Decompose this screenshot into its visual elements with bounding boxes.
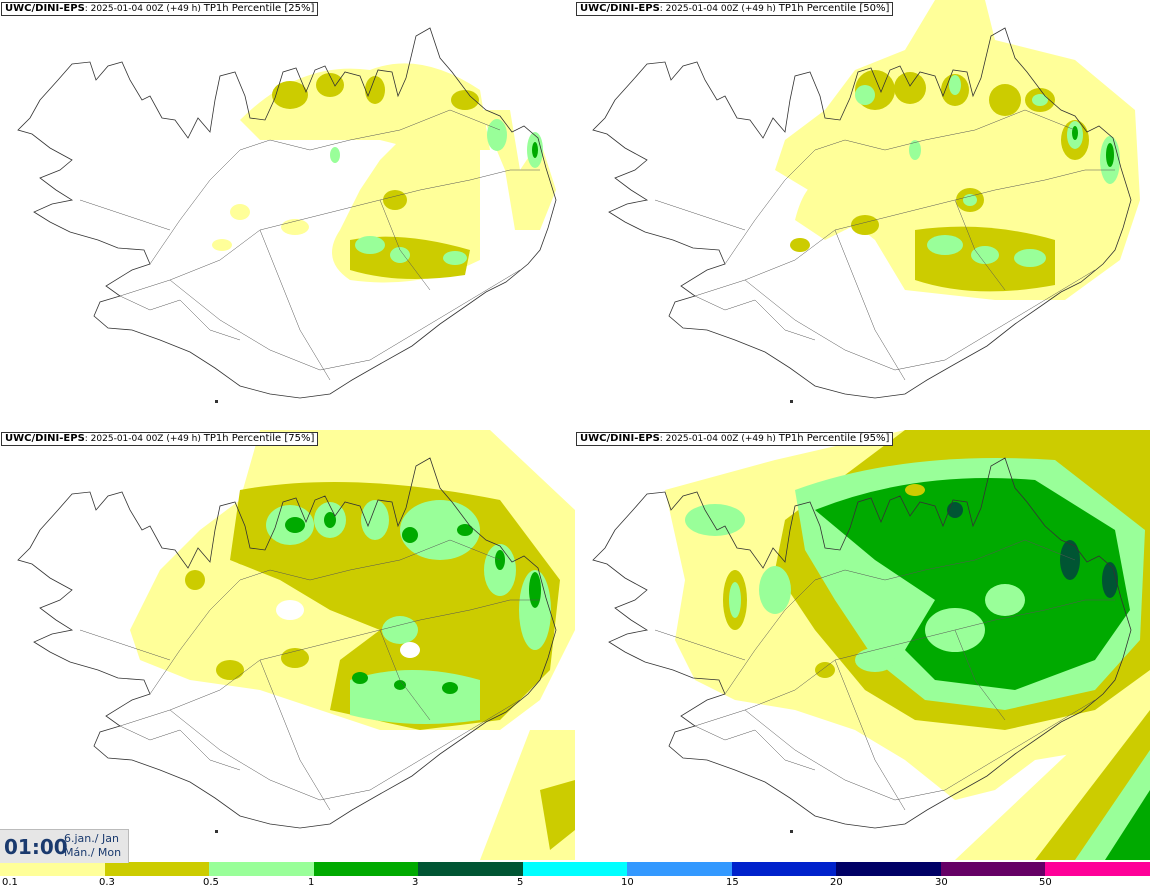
legend-swatch: [0, 862, 105, 876]
valid-time-box: 01:00 6.jan./ Jan Mán./ Mon: [0, 829, 129, 863]
map-panel-p75: UWC/DINI-EPS: 2025-01-04 00Z (+49 h) TP1…: [0, 430, 575, 860]
precip-map-p95: [592, 430, 1150, 860]
legend-swatch: [104, 862, 210, 876]
precip-field: [665, 430, 1150, 860]
legend-swatch: [836, 862, 941, 876]
run-info: 2025-01-04 00Z (+49 h): [665, 4, 776, 14]
valid-date: 6.jan./ Jan Mán./ Mon: [64, 832, 121, 860]
precip-map-p75: [17, 430, 575, 860]
parameter-name: TP1h Percentile [75%]: [203, 433, 315, 444]
legend-tick-label: 3: [412, 877, 419, 888]
legend-swatch: [209, 862, 314, 876]
precip-field: [130, 430, 575, 860]
color-legend-labels: 0.1 0.3 0.5 1 3 5 10 15 20 30 50: [0, 876, 1150, 891]
parameter-name: TP1h Percentile [25%]: [203, 3, 315, 14]
legend-tick-label: 50: [1039, 877, 1052, 888]
legend-tick-label: 0.1: [2, 877, 18, 888]
run-info: 2025-01-04 00Z (+49 h): [90, 4, 201, 14]
legend-tick-label: 15: [726, 877, 739, 888]
legend-swatch: [313, 862, 419, 876]
panel-title: UWC/DINI-EPS: 2025-01-04 00Z (+49 h) TP1…: [576, 2, 894, 16]
legend-tick-label: 20: [830, 877, 843, 888]
panel-title: UWC/DINI-EPS: 2025-01-04 00Z (+49 h) TP1…: [1, 2, 319, 16]
valid-hour: 01:00: [4, 835, 68, 859]
legend-tick-label: 0.3: [99, 877, 115, 888]
legend-tick-label: 0.5: [203, 877, 219, 888]
map-panel-p50: UWC/DINI-EPS: 2025-01-04 00Z (+49 h) TP1…: [575, 0, 1150, 430]
legend-swatch: [940, 862, 1046, 876]
valid-day-line: Mán./ Mon: [64, 846, 122, 859]
precip-field: [775, 0, 1140, 300]
legend-tick-label: 10: [621, 877, 634, 888]
model-name: UWC/DINI-EPS: [5, 3, 85, 14]
legend-swatch: [418, 862, 523, 876]
legend-swatch: [1045, 862, 1150, 876]
legend-swatch: [522, 862, 628, 876]
model-name: UWC/DINI-EPS: [5, 433, 85, 444]
legend-swatch: [627, 862, 732, 876]
map-panel-p25: UWC/DINI-EPS: 2025-01-04 00Z (+49 h) TP1…: [0, 0, 575, 430]
run-info: 2025-01-04 00Z (+49 h): [90, 434, 201, 444]
model-name: UWC/DINI-EPS: [580, 433, 660, 444]
map-panel-p95: UWC/DINI-EPS: 2025-01-04 00Z (+49 h) TP1…: [575, 430, 1150, 860]
valid-date-line: 6.jan./ Jan: [64, 832, 119, 845]
run-info: 2025-01-04 00Z (+49 h): [665, 434, 776, 444]
legend-tick-label: 5: [517, 877, 524, 888]
legend-tick-label: 30: [935, 877, 948, 888]
precip-field: [212, 63, 556, 283]
color-legend: [0, 862, 1150, 876]
precip-map-p50: [592, 0, 1140, 403]
parameter-name: TP1h Percentile [50%]: [778, 3, 890, 14]
parameter-name: TP1h Percentile [95%]: [778, 433, 890, 444]
precip-map-p25: [17, 27, 557, 403]
legend-tick-label: 1: [308, 877, 315, 888]
panel-title: UWC/DINI-EPS: 2025-01-04 00Z (+49 h) TP1…: [576, 432, 894, 446]
legend-swatch: [731, 862, 837, 876]
model-name: UWC/DINI-EPS: [580, 3, 660, 14]
panel-title: UWC/DINI-EPS: 2025-01-04 00Z (+49 h) TP1…: [1, 432, 319, 446]
